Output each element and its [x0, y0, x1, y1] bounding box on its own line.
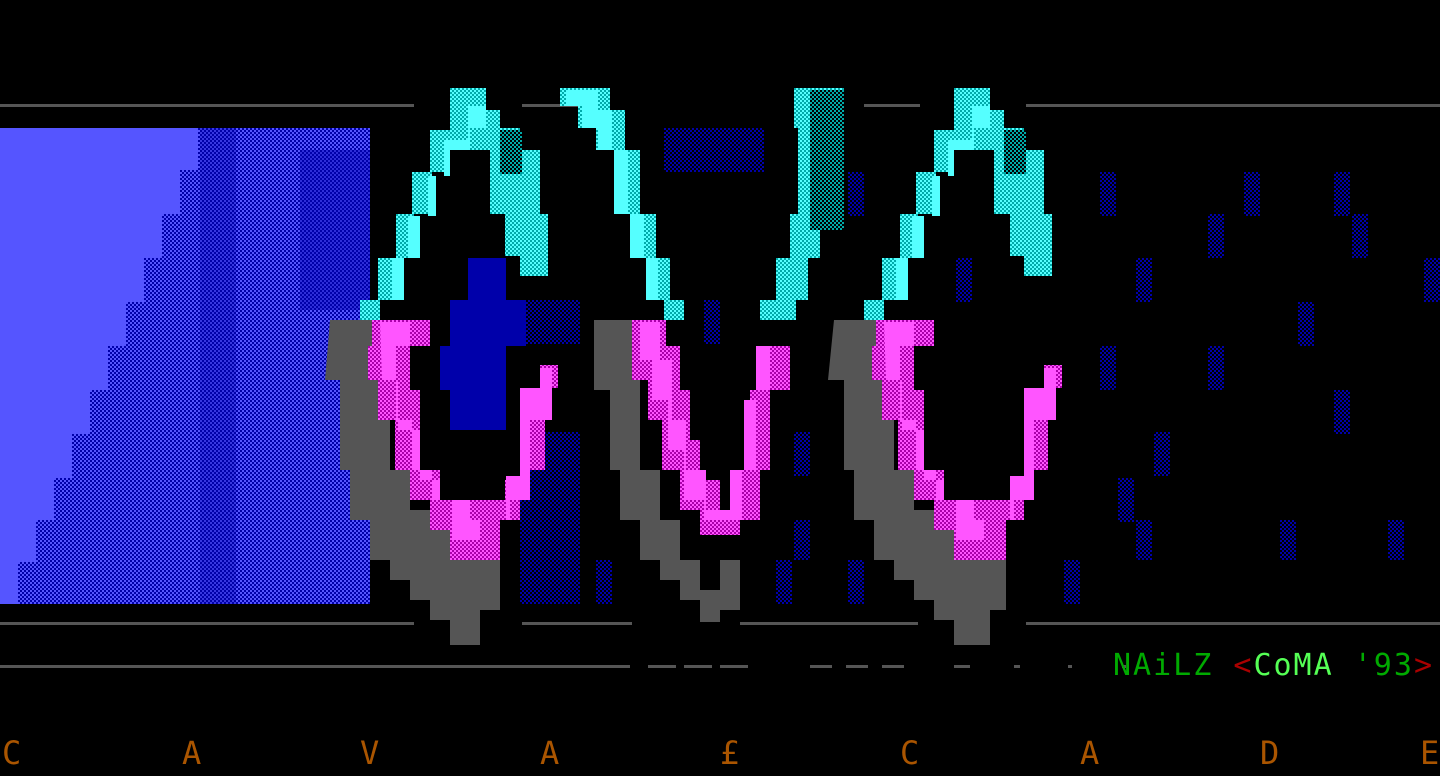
title-letter: £ — [720, 734, 740, 772]
credit-author: NAiLZ — [1113, 648, 1214, 683]
credit-year: '93 — [1333, 648, 1414, 683]
horizontal-rules — [0, 104, 1440, 668]
title-letter: C — [900, 734, 920, 772]
title-letter: A — [182, 734, 202, 772]
credit-bracket-close: > — [1413, 648, 1434, 683]
title-letter: A — [1080, 734, 1100, 772]
credit-bracket-open: < — [1233, 648, 1254, 683]
blue-gradient-block — [0, 128, 370, 604]
title-letter: D — [1260, 734, 1280, 772]
artist-credit: NAiLZ <CoMA '93> — [1113, 646, 1434, 686]
logo-letter-v — [560, 88, 844, 622]
spaced-title: C A V A £ C A D E — [0, 730, 1440, 776]
credit-group: CoMA — [1253, 648, 1334, 683]
logo-letter-c-left — [325, 88, 558, 645]
title-letter: C — [2, 734, 22, 772]
title-letter: A — [540, 734, 560, 772]
logo-letter-c-right — [828, 88, 1062, 645]
title-letter: V — [360, 734, 380, 772]
title-letter: E — [1420, 734, 1440, 772]
